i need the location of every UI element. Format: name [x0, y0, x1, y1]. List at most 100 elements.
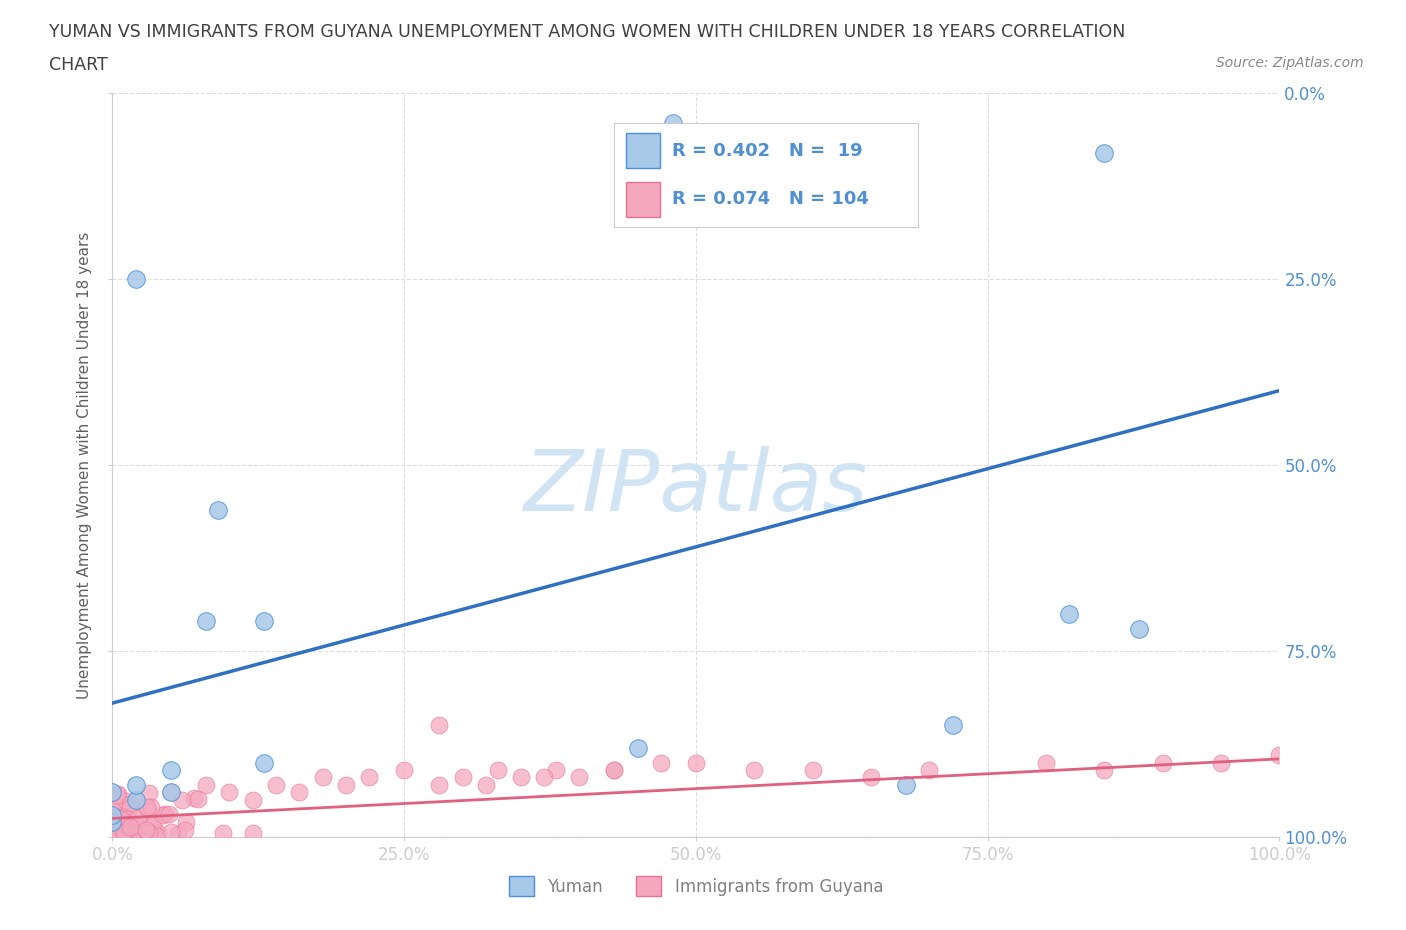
Point	[650, 755, 672, 770]
Point	[253, 755, 276, 770]
Point	[155, 806, 177, 821]
Point	[1035, 755, 1057, 770]
Point	[335, 777, 357, 792]
Point	[427, 718, 450, 733]
Point	[125, 792, 148, 807]
Point	[1209, 755, 1232, 770]
Point	[111, 826, 134, 841]
Point	[207, 502, 229, 517]
Point	[107, 787, 129, 802]
Point	[160, 824, 183, 839]
Point	[105, 817, 128, 832]
Point	[264, 777, 287, 792]
Point	[101, 785, 124, 800]
Point	[103, 796, 125, 811]
Point	[103, 829, 125, 844]
Point	[218, 785, 240, 800]
Point	[359, 770, 381, 785]
Point	[860, 770, 883, 785]
Point	[509, 770, 531, 785]
Point	[1059, 606, 1081, 621]
Point	[118, 800, 141, 815]
Point	[801, 763, 824, 777]
Point	[103, 828, 125, 843]
Point	[111, 829, 134, 844]
Point	[112, 818, 135, 833]
Point	[107, 825, 129, 840]
Point	[110, 825, 132, 840]
Point	[160, 763, 183, 777]
Point	[112, 825, 135, 840]
Point	[103, 809, 125, 824]
Point	[117, 822, 139, 837]
Point	[1268, 748, 1291, 763]
Point	[112, 828, 135, 843]
Point	[112, 821, 135, 836]
Text: CHART: CHART	[49, 56, 108, 73]
Point	[152, 807, 174, 822]
Point	[568, 770, 591, 785]
Point	[135, 822, 157, 837]
Point	[120, 819, 142, 834]
Point	[942, 718, 965, 733]
Point	[187, 791, 209, 806]
Point	[174, 823, 197, 838]
Point	[183, 790, 205, 805]
Point	[685, 755, 707, 770]
Point	[160, 785, 183, 800]
Point	[114, 794, 136, 809]
Point	[111, 826, 134, 841]
Point	[131, 824, 153, 839]
Point	[117, 812, 139, 827]
Point	[115, 816, 138, 830]
Point	[110, 830, 132, 844]
Point	[157, 806, 180, 821]
Point	[125, 777, 148, 792]
Point	[894, 777, 917, 792]
Point	[104, 804, 127, 819]
Point	[118, 797, 141, 812]
Point	[918, 763, 941, 777]
Point	[138, 826, 160, 841]
Point	[744, 763, 766, 777]
Text: Source: ZipAtlas.com: Source: ZipAtlas.com	[1216, 56, 1364, 70]
Point	[103, 824, 125, 839]
Point	[288, 785, 311, 800]
Point	[427, 777, 450, 792]
Point	[160, 785, 183, 800]
Point	[475, 777, 498, 792]
Point	[131, 825, 153, 840]
Point	[533, 770, 555, 785]
Text: YUMAN VS IMMIGRANTS FROM GUYANA UNEMPLOYMENT AMONG WOMEN WITH CHILDREN UNDER 18 : YUMAN VS IMMIGRANTS FROM GUYANA UNEMPLOY…	[49, 23, 1126, 41]
Point	[394, 763, 416, 777]
Point	[136, 800, 159, 815]
Point	[211, 825, 233, 840]
Point	[253, 614, 276, 629]
Point	[101, 807, 124, 822]
Point	[544, 763, 567, 777]
Point	[603, 763, 626, 777]
Point	[124, 794, 146, 809]
Point	[486, 763, 509, 777]
Point	[1094, 145, 1116, 160]
Point	[103, 829, 125, 844]
Point	[139, 800, 162, 815]
Point	[1152, 755, 1174, 770]
Point	[118, 825, 141, 840]
Point	[110, 812, 132, 827]
Point	[172, 792, 194, 807]
Point	[142, 825, 165, 840]
Point	[311, 770, 333, 785]
Y-axis label: Unemployment Among Women with Children Under 18 years: Unemployment Among Women with Children U…	[77, 232, 93, 698]
Point	[118, 822, 141, 837]
Point	[112, 810, 135, 825]
Point	[110, 821, 132, 836]
Point	[101, 815, 124, 830]
Point	[105, 788, 128, 803]
Point	[167, 827, 190, 842]
Point	[125, 272, 148, 286]
Point	[1128, 621, 1150, 636]
Point	[124, 817, 146, 832]
Point	[105, 828, 128, 843]
Point	[661, 115, 683, 130]
